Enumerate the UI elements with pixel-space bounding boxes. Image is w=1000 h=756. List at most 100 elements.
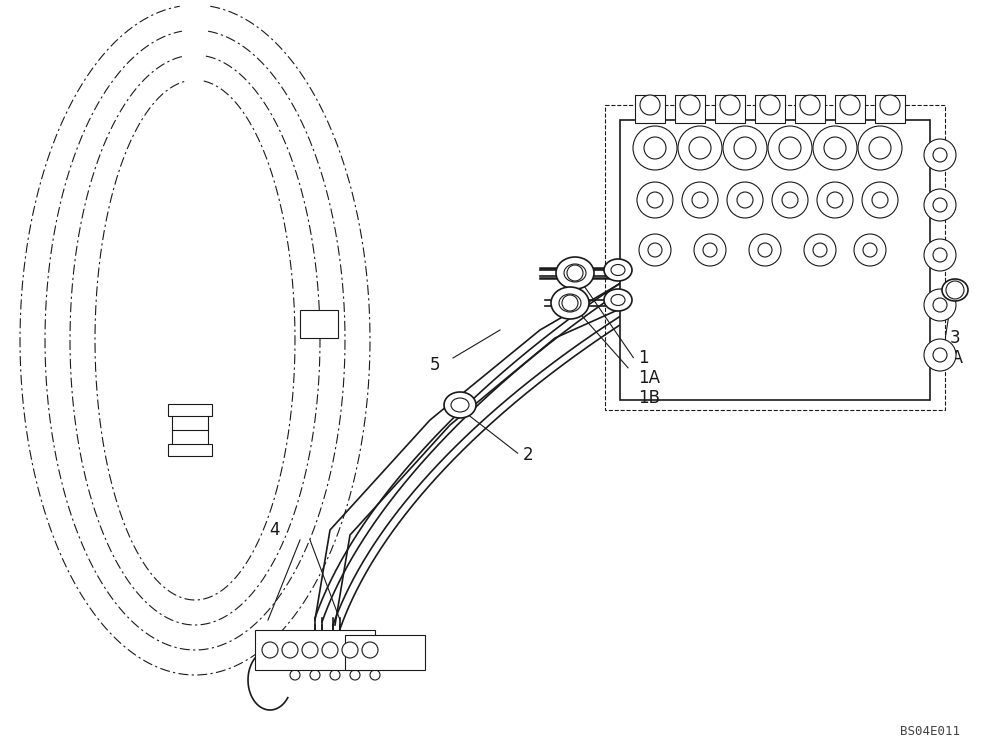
Circle shape bbox=[933, 148, 947, 162]
Bar bbox=[260, 645, 310, 665]
Circle shape bbox=[262, 642, 278, 658]
Circle shape bbox=[933, 298, 947, 312]
Circle shape bbox=[880, 95, 900, 115]
Bar bbox=[795, 95, 825, 123]
Circle shape bbox=[639, 234, 671, 266]
Circle shape bbox=[840, 95, 860, 115]
Circle shape bbox=[862, 182, 898, 218]
Bar bbox=[635, 95, 665, 123]
Text: 2: 2 bbox=[523, 446, 534, 464]
Circle shape bbox=[924, 189, 956, 221]
Circle shape bbox=[727, 182, 763, 218]
Bar bbox=[330, 648, 375, 666]
Circle shape bbox=[648, 243, 662, 257]
Circle shape bbox=[647, 192, 663, 208]
Circle shape bbox=[370, 670, 380, 680]
Circle shape bbox=[723, 126, 767, 170]
Text: 1: 1 bbox=[638, 349, 649, 367]
Circle shape bbox=[933, 248, 947, 262]
Bar bbox=[168, 404, 212, 416]
Circle shape bbox=[330, 670, 340, 680]
Circle shape bbox=[682, 182, 718, 218]
Bar bbox=[345, 635, 425, 670]
Text: BS04E011: BS04E011 bbox=[900, 725, 960, 738]
Circle shape bbox=[737, 192, 753, 208]
Circle shape bbox=[933, 348, 947, 362]
Circle shape bbox=[362, 642, 378, 658]
Ellipse shape bbox=[444, 392, 476, 418]
Bar bbox=[620, 120, 930, 400]
Circle shape bbox=[827, 192, 843, 208]
Circle shape bbox=[779, 137, 801, 159]
Circle shape bbox=[924, 139, 956, 171]
Circle shape bbox=[946, 281, 964, 299]
Circle shape bbox=[322, 642, 338, 658]
Ellipse shape bbox=[611, 295, 625, 305]
Circle shape bbox=[854, 234, 886, 266]
Bar bbox=[300, 310, 338, 338]
Circle shape bbox=[720, 95, 740, 115]
Circle shape bbox=[680, 95, 700, 115]
Ellipse shape bbox=[559, 294, 581, 312]
Circle shape bbox=[863, 243, 877, 257]
Circle shape bbox=[760, 95, 780, 115]
Circle shape bbox=[872, 192, 888, 208]
Circle shape bbox=[813, 243, 827, 257]
Circle shape bbox=[689, 137, 711, 159]
Circle shape bbox=[824, 137, 846, 159]
Circle shape bbox=[567, 265, 583, 281]
Circle shape bbox=[772, 182, 808, 218]
Bar bbox=[172, 410, 208, 450]
Circle shape bbox=[924, 339, 956, 371]
Circle shape bbox=[310, 670, 320, 680]
Circle shape bbox=[804, 234, 836, 266]
Circle shape bbox=[858, 126, 902, 170]
Circle shape bbox=[758, 243, 772, 257]
Bar bbox=[715, 95, 745, 123]
Text: 1A: 1A bbox=[638, 369, 660, 387]
Circle shape bbox=[933, 198, 947, 212]
Text: 3A: 3A bbox=[942, 349, 964, 367]
Circle shape bbox=[694, 234, 726, 266]
Circle shape bbox=[633, 126, 677, 170]
Ellipse shape bbox=[611, 265, 625, 275]
Bar bbox=[875, 95, 905, 123]
Circle shape bbox=[813, 126, 857, 170]
Bar bbox=[255, 630, 375, 670]
Circle shape bbox=[282, 642, 298, 658]
Circle shape bbox=[869, 137, 891, 159]
Bar bbox=[835, 95, 865, 123]
Ellipse shape bbox=[451, 398, 469, 412]
Text: 4: 4 bbox=[270, 521, 280, 539]
Text: 1B: 1B bbox=[638, 389, 660, 407]
Ellipse shape bbox=[564, 264, 586, 282]
Ellipse shape bbox=[604, 289, 632, 311]
Bar bbox=[755, 95, 785, 123]
Ellipse shape bbox=[604, 259, 632, 281]
Circle shape bbox=[637, 182, 673, 218]
Circle shape bbox=[562, 295, 578, 311]
Circle shape bbox=[640, 95, 660, 115]
Bar bbox=[168, 444, 212, 456]
Circle shape bbox=[734, 137, 756, 159]
Ellipse shape bbox=[551, 287, 589, 319]
Circle shape bbox=[817, 182, 853, 218]
Ellipse shape bbox=[556, 257, 594, 289]
Text: 5: 5 bbox=[430, 356, 440, 374]
Bar bbox=[605, 105, 945, 410]
Circle shape bbox=[692, 192, 708, 208]
Circle shape bbox=[768, 126, 812, 170]
Circle shape bbox=[302, 642, 318, 658]
Circle shape bbox=[342, 642, 358, 658]
Circle shape bbox=[703, 243, 717, 257]
Circle shape bbox=[800, 95, 820, 115]
Circle shape bbox=[290, 670, 300, 680]
Circle shape bbox=[749, 234, 781, 266]
Circle shape bbox=[782, 192, 798, 208]
Circle shape bbox=[350, 670, 360, 680]
Circle shape bbox=[924, 239, 956, 271]
Text: 3: 3 bbox=[950, 329, 961, 347]
Ellipse shape bbox=[942, 279, 968, 301]
Circle shape bbox=[678, 126, 722, 170]
Bar bbox=[675, 95, 705, 123]
